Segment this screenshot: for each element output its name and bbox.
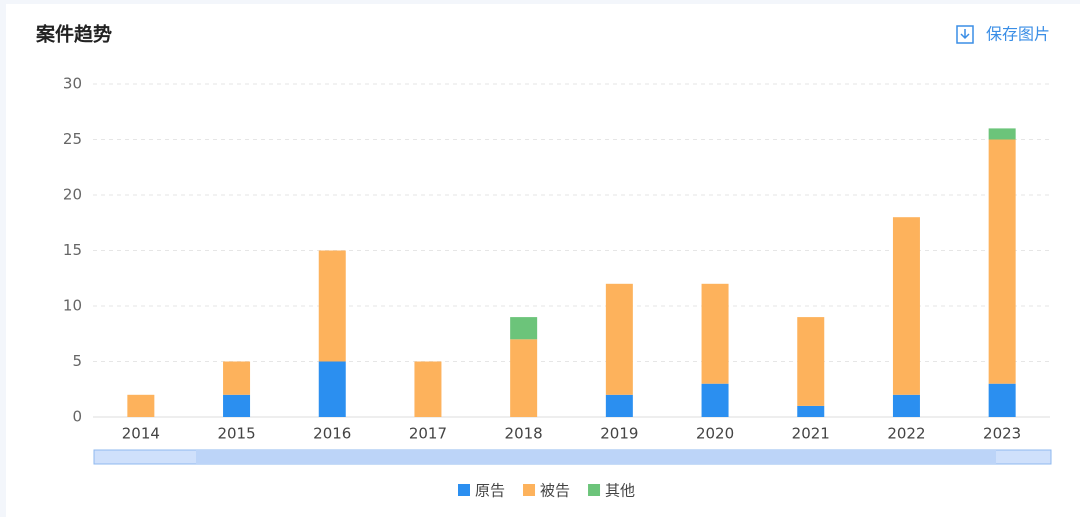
save-button[interactable]: 保存图片: [956, 25, 1050, 44]
y-tick-label: 15: [63, 241, 82, 259]
x-tick-label: 2019: [600, 425, 638, 443]
x-tick-label: 2020: [696, 425, 734, 443]
bar-segment: [414, 361, 442, 417]
bar-segment: [510, 339, 538, 417]
legend-label[interactable]: 其他: [605, 482, 635, 500]
bar-segment: [988, 383, 1016, 417]
legend-label[interactable]: 被告: [540, 482, 570, 500]
bar-segment: [127, 394, 155, 417]
bar-segment: [988, 139, 1016, 384]
bar-segment: [318, 361, 346, 417]
bar-segment: [223, 361, 251, 395]
save-label[interactable]: 保存图片: [986, 25, 1050, 44]
zoom-range[interactable]: [196, 450, 996, 464]
x-tick-label: 2016: [313, 425, 351, 443]
save-icon: [956, 25, 974, 44]
legend-swatch[interactable]: [523, 484, 536, 496]
x-tick-label: 2021: [792, 425, 830, 443]
bar-segment: [510, 317, 538, 340]
bar-segment: [701, 383, 729, 417]
bar-segment: [892, 217, 920, 395]
bar-segment: [605, 394, 633, 417]
bar-segment: [605, 283, 633, 395]
save-arrow: [960, 29, 970, 40]
y-tick-label: 5: [72, 352, 82, 370]
bar-segment: [318, 250, 346, 362]
legend-swatch[interactable]: [458, 484, 470, 496]
bar-segment: [701, 283, 729, 384]
x-tick-label: 2023: [983, 425, 1021, 443]
bar-segment: [988, 128, 1016, 140]
bar-segment: [892, 394, 920, 417]
legend-swatch[interactable]: [588, 484, 601, 496]
chart-title: 案件趋势: [35, 23, 112, 46]
y-tick-label: 0: [72, 408, 82, 426]
x-tick-label: 2017: [409, 425, 447, 443]
y-tick-label: 25: [63, 130, 82, 148]
x-tick-label: 2015: [217, 425, 255, 443]
x-tick-label: 2022: [887, 425, 925, 443]
y-tick-label: 30: [63, 75, 82, 93]
bar-segment: [797, 317, 825, 406]
x-tick-label: 2018: [505, 425, 543, 443]
x-tick-label: 2014: [122, 425, 160, 443]
legend-label[interactable]: 原告: [475, 482, 505, 500]
bar-segment: [223, 394, 251, 417]
bar-segment: [797, 405, 825, 417]
y-tick-label: 20: [63, 186, 82, 204]
y-tick-label: 10: [63, 297, 82, 315]
